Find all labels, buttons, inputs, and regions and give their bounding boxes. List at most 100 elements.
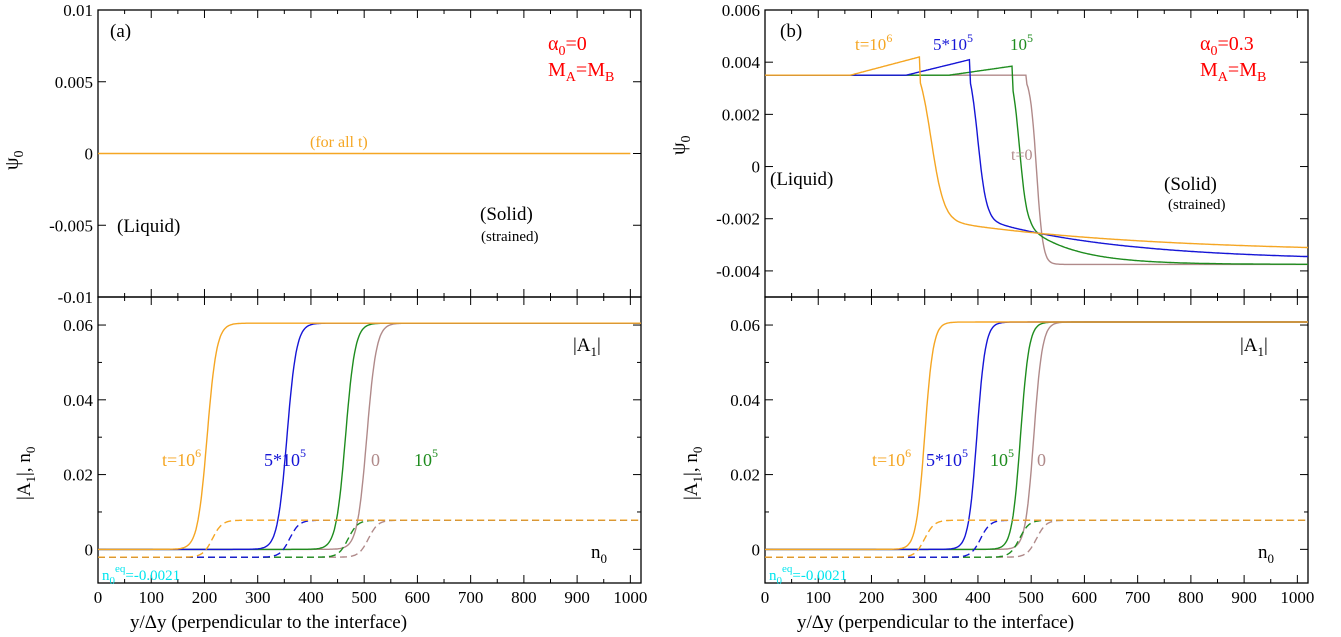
- neq-label-b: n0eq=-0.0021: [769, 563, 847, 587]
- strained-label-b: (strained): [1168, 197, 1225, 213]
- x-tick-label-b: 900: [1231, 588, 1257, 607]
- amp-plot-frame-b: [764, 296, 1309, 584]
- amp-y-tick-label-a: 0.04: [63, 391, 93, 410]
- curve-label-t1e6-b: t=106: [872, 446, 911, 470]
- amplitude-curve-t5e5-b: [765, 321, 1308, 551]
- n0-curve-t5e5-a: [98, 519, 641, 558]
- a1-curve-label-b: |A1|: [1240, 335, 1268, 359]
- x-tick-label-a: 500: [351, 588, 377, 607]
- x-tick-label-b: 400: [965, 588, 991, 607]
- psi-y-tick-label-b: 0.004: [722, 53, 761, 72]
- x-tick-label-a: 100: [138, 588, 164, 607]
- n0-curve-t1e6-b: [765, 519, 1308, 558]
- panel-label-a: (a): [110, 21, 131, 42]
- x-tick-label-b: 0: [761, 588, 770, 607]
- x-tick-label-b: 1000: [1280, 588, 1314, 607]
- x-tick-label-a: 900: [564, 588, 590, 607]
- mass-legend-a: MA=MB: [548, 59, 614, 85]
- n0-curve-label-b: n0: [1258, 542, 1274, 566]
- x-tick-label-b: 200: [859, 588, 885, 607]
- amp-ylabel-b: |A1|, n0: [681, 447, 705, 500]
- xlabel-b: y/Δy (perpendicular to the interface): [797, 612, 1074, 633]
- x-tick-label-b: 100: [805, 588, 831, 607]
- psi-ylabel-a: ψ0: [1, 150, 27, 170]
- psi-curve-t1e6-b: [765, 56, 1308, 249]
- curve-label-t0-a: 0: [371, 450, 380, 470]
- amp-y-tick-label-b: 0: [752, 540, 761, 559]
- x-tick-label-a: 700: [458, 588, 484, 607]
- x-tick-label-b: 700: [1125, 588, 1151, 607]
- curve-label-t0-b: 0: [1037, 450, 1046, 470]
- neq-label-a: n0eq=-0.0021: [102, 563, 180, 587]
- psi-y-tick-label-b: 0: [752, 158, 761, 177]
- x-tick-label-a: 0: [94, 588, 103, 607]
- xlabel-a: y/Δy (perpendicular to the interface): [130, 612, 407, 633]
- x-tick-label-a: 300: [245, 588, 271, 607]
- x-tick-label-a: 600: [405, 588, 431, 607]
- psi-y-tick-label-b: -0.002: [716, 210, 760, 229]
- psi-curve-label-t0-b: t=0: [1011, 147, 1032, 164]
- psi-curve-label-t1e5-b: 105: [1010, 31, 1033, 54]
- alpha-legend-b: α0=0.3: [1200, 33, 1254, 59]
- psi-curve-t0-b: [765, 74, 1308, 266]
- liquid-label-b: (Liquid): [770, 169, 833, 190]
- x-tick-label-b: 600: [1072, 588, 1098, 607]
- psi-y-tick-label-a: 0: [85, 145, 94, 164]
- solid-label-b: (Solid): [1164, 174, 1217, 195]
- x-tick-label-a: 200: [192, 588, 218, 607]
- x-tick-label-b: 300: [912, 588, 938, 607]
- panel-b: 0 100 200 300 400 500 600 700 800 900 1000 0.006 0.0…: [668, 1, 1314, 633]
- psi-y-tick-label-a: 0.01: [63, 1, 93, 20]
- curve-label-t5e5-b: 5*105: [926, 446, 968, 470]
- psi-y-tick-label-a: 0.005: [55, 73, 93, 92]
- amp-y-tick-label-b: 0.04: [730, 391, 760, 410]
- amplitude-curve-t1e6-a: [98, 322, 641, 551]
- n0-curve-label-a: n0: [591, 542, 607, 566]
- psi-y-tick-label-b: 0.006: [722, 1, 760, 20]
- psi-curve-label-t1e6-b: t=106: [855, 31, 892, 54]
- amp-plot-frame-a: [97, 296, 642, 584]
- amp-y-tick-label-a: 0: [85, 540, 94, 559]
- alpha-legend-a: α0=0: [548, 33, 587, 59]
- n0-curve-t1e5-a: [98, 519, 641, 558]
- n0-curve-t0-a: [98, 519, 641, 558]
- amp-y-tick-label-a: 0.02: [63, 466, 93, 485]
- psi-y-tick-label-b: -0.004: [716, 262, 760, 281]
- curve-label-t1e5-b: 105: [990, 446, 1014, 470]
- solid-label-a: (Solid): [480, 204, 533, 225]
- amplitude-curve-t0-a: [98, 322, 641, 551]
- amp-ylabel-a: |A1|, n0: [14, 447, 38, 500]
- x-tick-label-b: 800: [1178, 588, 1204, 607]
- amp-y-tick-label-a: 0.06: [63, 316, 93, 335]
- panel-label-b: (b): [780, 21, 802, 42]
- amplitude-curve-t1e5-a: [98, 322, 641, 551]
- amplitude-curve-t1e5-b: [765, 321, 1308, 551]
- amplitude-curve-t1e6-b: [765, 321, 1308, 551]
- x-tick-label-a: 1000: [613, 588, 647, 607]
- n0-curve-t0-b: [765, 519, 1308, 558]
- curve-label-t5e5-a: 5*105: [264, 446, 306, 470]
- x-tick-label-b: 500: [1018, 588, 1044, 607]
- x-tick-label-a: 400: [298, 588, 324, 607]
- psi-y-tick-label-b: 0.002: [722, 105, 760, 124]
- psi-curve-label-t5e5-b: 5*105: [933, 31, 973, 54]
- curve-label-t1e5-a: 105: [414, 446, 438, 470]
- psi-ylabel-b: ψ0: [668, 135, 694, 155]
- for-all-t-label: (for all t): [310, 134, 368, 151]
- strained-label-a: (strained): [481, 229, 538, 245]
- amplitude-curve-t0-b: [765, 321, 1308, 551]
- psi-y-tick-label-a: -0.01: [58, 288, 93, 307]
- n0-curve-t1e6-a: [98, 519, 641, 558]
- curve-label-t1e6-a: t=106: [162, 446, 201, 470]
- panel-a: 0 100 200 300 400 500 600 700 800 900 1000 0.01 0.00…: [1, 1, 647, 633]
- amp-y-tick-label-b: 0.06: [730, 316, 760, 335]
- psi-curve-t5e5-b: [765, 58, 1309, 258]
- x-tick-label-a: 800: [511, 588, 537, 607]
- psi-y-tick-label-a: -0.005: [49, 216, 93, 235]
- liquid-label-a: (Liquid): [117, 216, 180, 237]
- mass-legend-b: MA=MB: [1200, 59, 1266, 85]
- a1-curve-label-a: |A1|: [573, 335, 601, 359]
- amp-y-tick-label-b: 0.02: [730, 466, 760, 485]
- amplitude-curve-t5e5-a: [98, 322, 641, 551]
